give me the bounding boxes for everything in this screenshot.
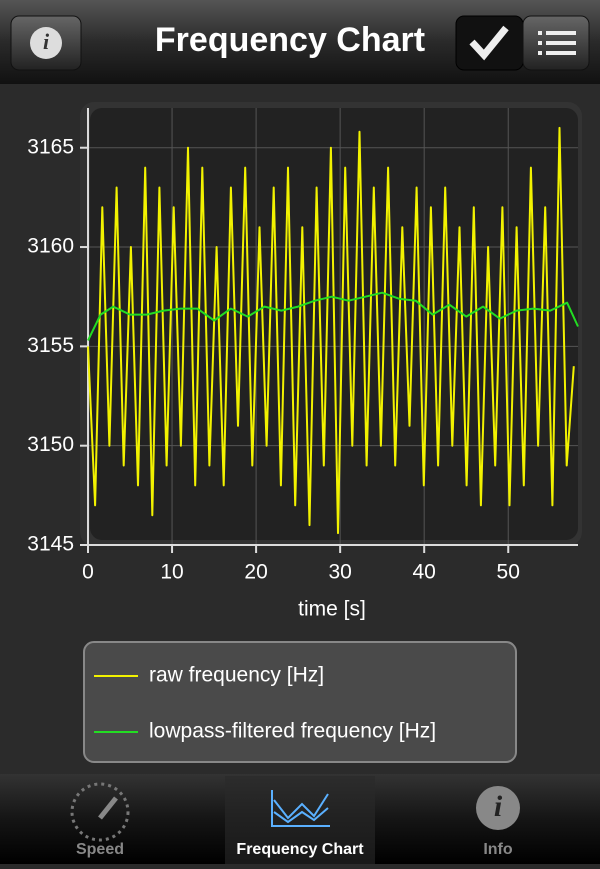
tab-label: Frequency Chart	[236, 841, 364, 858]
legend-entries: raw frequency [Hz] lowpass-filtered frequ…	[94, 664, 436, 743]
x-tick-label: 30	[328, 561, 351, 584]
x-axis-label: time [s]	[298, 598, 366, 621]
tab-label: Info	[483, 841, 513, 858]
check-button[interactable]	[455, 15, 524, 71]
x-tick-label: 20	[244, 561, 267, 584]
x-tick-label: 40	[413, 561, 436, 584]
nav-title: Frequency Chart	[155, 21, 425, 59]
chart-tab[interactable]: Frequency Chart	[225, 776, 375, 864]
svg-text:i: i	[494, 790, 503, 823]
series-line	[87, 291, 579, 341]
y-tick-label: 3160	[27, 235, 74, 258]
x-tick-label: 50	[497, 561, 520, 584]
y-tick-label: 3155	[27, 334, 74, 357]
x-tick-label: 0	[82, 561, 94, 584]
svg-text:i: i	[43, 29, 50, 54]
info-tab[interactable]: i Info	[476, 786, 520, 858]
legend-label: raw frequency [Hz]	[149, 664, 324, 687]
y-tick-label: 3150	[27, 433, 74, 456]
list-button[interactable]	[522, 15, 590, 71]
y-tick-label: 3145	[27, 533, 74, 556]
series-line	[87, 126, 575, 535]
chart: 3145 3150 3155 3160 3165 0 10 20 30 40 50	[27, 108, 579, 584]
legend-label: lowpass-filtered frequency [Hz]	[149, 720, 436, 743]
tab-label: Speed	[76, 841, 124, 858]
speed-tab[interactable]: Speed	[70, 782, 130, 858]
legend	[83, 641, 517, 763]
y-tick-label: 3165	[27, 135, 74, 158]
info-button[interactable]: i	[10, 15, 82, 71]
x-tick-label: 10	[160, 561, 183, 584]
